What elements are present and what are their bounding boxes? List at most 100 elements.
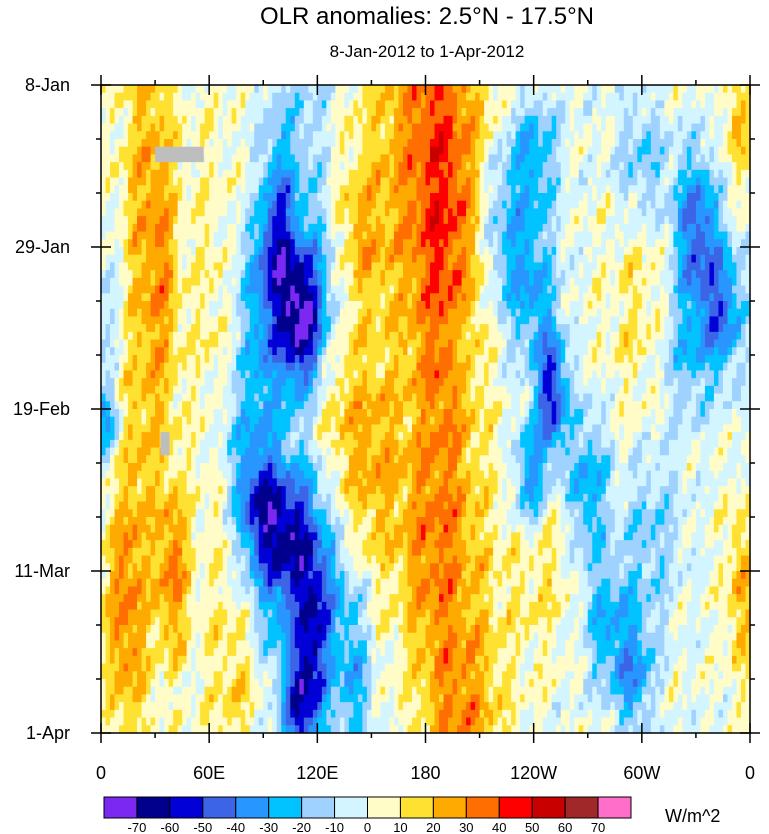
heatmap-cell xyxy=(668,339,674,348)
heatmap-cell xyxy=(479,123,485,132)
heatmap-cell xyxy=(299,247,305,256)
heatmap-cell xyxy=(605,100,611,109)
heatmap-cell xyxy=(335,200,341,210)
heatmap-cell xyxy=(686,262,693,271)
heatmap-cell xyxy=(686,216,693,225)
heatmap-cell xyxy=(146,92,152,102)
heatmap-cell xyxy=(551,277,557,287)
heatmap-cell xyxy=(281,254,287,264)
heatmap-cell xyxy=(173,169,179,179)
heatmap-cell xyxy=(263,301,269,310)
heatmap-cell xyxy=(425,262,431,271)
heatmap-cell xyxy=(632,270,638,279)
heatmap-cell xyxy=(114,193,120,202)
heatmap-cell xyxy=(312,139,318,148)
heatmap-cell xyxy=(245,139,251,148)
heatmap-cell xyxy=(357,108,364,117)
heatmap-cell xyxy=(218,247,224,256)
heatmap-cell xyxy=(551,108,557,117)
heatmap-cell xyxy=(574,254,580,264)
heatmap-cell xyxy=(587,331,593,341)
heatmap-cell xyxy=(655,108,661,117)
heatmap-cell xyxy=(691,223,697,233)
heatmap-cell xyxy=(384,92,391,102)
heatmap-cell xyxy=(520,324,526,333)
heatmap-cell xyxy=(659,92,665,102)
heatmap-cell xyxy=(290,92,296,102)
heatmap-cell xyxy=(569,169,575,179)
heatmap-cell xyxy=(267,277,273,287)
heatmap-cell xyxy=(312,254,318,264)
heatmap-cell xyxy=(457,85,463,94)
heatmap-cell xyxy=(439,316,445,325)
heatmap-cell xyxy=(619,293,625,302)
heatmap-cell xyxy=(339,216,345,225)
heatmap-cell xyxy=(628,285,634,294)
heatmap-cell xyxy=(722,169,729,179)
heatmap-cell xyxy=(272,154,278,163)
heatmap-cell xyxy=(740,108,747,117)
heatmap-cell xyxy=(479,247,485,256)
heatmap-cell xyxy=(461,231,467,240)
heatmap-cell xyxy=(339,270,345,279)
heatmap-cell xyxy=(249,247,255,256)
heatmap-cell xyxy=(502,254,508,264)
heatmap-cell xyxy=(520,154,526,163)
heatmap-cell xyxy=(200,123,206,132)
heatmap-cell xyxy=(497,324,503,333)
heatmap-cell xyxy=(578,123,584,132)
heatmap-cell xyxy=(339,162,345,171)
heatmap-cell xyxy=(146,169,152,179)
heatmap-cell xyxy=(592,193,598,202)
heatmap-cell xyxy=(425,123,431,132)
heatmap-cell xyxy=(493,254,499,264)
heatmap-cell xyxy=(294,277,300,287)
heatmap-cell xyxy=(434,193,440,202)
heatmap-cell xyxy=(123,177,129,186)
heatmap-cell xyxy=(231,324,237,333)
heatmap-cell xyxy=(267,293,273,302)
heatmap-cell xyxy=(411,339,418,348)
heatmap-cell xyxy=(538,223,544,233)
heatmap-cell xyxy=(339,200,345,210)
heatmap-cell xyxy=(700,247,706,256)
heatmap-cell xyxy=(596,216,602,225)
heatmap-cell xyxy=(114,247,120,256)
heatmap-cell xyxy=(290,154,296,163)
heatmap-cell xyxy=(326,347,332,356)
heatmap-cell xyxy=(700,139,706,148)
heatmap-cell xyxy=(231,223,237,233)
heatmap-cell xyxy=(155,185,161,194)
heatmap-cell xyxy=(646,301,652,310)
heatmap-cell xyxy=(375,193,382,202)
heatmap-cell xyxy=(497,146,503,156)
heatmap-cell xyxy=(556,254,562,264)
heatmap-cell xyxy=(493,193,499,202)
heatmap-cell xyxy=(362,231,368,240)
heatmap-cell xyxy=(628,216,634,225)
heatmap-cell xyxy=(529,285,535,294)
heatmap-cell xyxy=(628,262,634,271)
heatmap-cell xyxy=(515,92,521,102)
heatmap-cell xyxy=(722,223,729,233)
heatmap-cell xyxy=(191,193,197,202)
heatmap-cell xyxy=(587,247,593,256)
heatmap-cell xyxy=(533,277,539,287)
heatmap-cell xyxy=(353,223,359,233)
heatmap-cell xyxy=(587,262,593,271)
heatmap-cell xyxy=(371,185,377,194)
heatmap-cell xyxy=(524,177,530,186)
heatmap-cell xyxy=(411,231,418,240)
heatmap-cell xyxy=(384,254,391,264)
heatmap-cell xyxy=(384,277,391,287)
heatmap-cell xyxy=(276,285,282,294)
heatmap-cell xyxy=(222,123,228,132)
heatmap-cell xyxy=(479,177,485,186)
heatmap-cell xyxy=(632,277,638,287)
heatmap-cell xyxy=(461,316,467,325)
heatmap-cell xyxy=(641,339,647,348)
heatmap-cell xyxy=(371,247,377,256)
heatmap-cell xyxy=(484,123,490,132)
heatmap-cell xyxy=(317,308,323,318)
heatmap-cell xyxy=(353,339,359,348)
